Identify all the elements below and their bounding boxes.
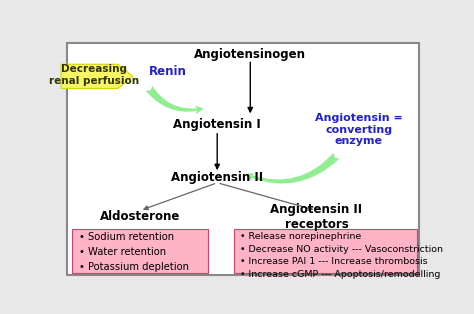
FancyArrow shape [61, 64, 133, 89]
FancyBboxPatch shape [66, 42, 419, 275]
Text: Angiotensin =
converting
enzyme: Angiotensin = converting enzyme [315, 113, 402, 146]
Text: Renin: Renin [149, 65, 187, 78]
Text: Angiotensin II: Angiotensin II [171, 171, 263, 184]
Text: Angiotensin I: Angiotensin I [173, 118, 261, 131]
FancyBboxPatch shape [234, 229, 418, 273]
Text: Angiotensinogen: Angiotensinogen [194, 48, 306, 61]
Text: Angiotensin II
receptors: Angiotensin II receptors [270, 203, 363, 230]
Text: • Sodium retention
• Water retention
• Potassium depletion: • Sodium retention • Water retention • P… [80, 232, 190, 272]
FancyBboxPatch shape [72, 229, 208, 273]
Text: • Release norepinephrine
• Decrease NO activity --- Vasoconstriction
• Increase : • Release norepinephrine • Decrease NO a… [240, 232, 443, 279]
Text: Decreasing
renal perfusion: Decreasing renal perfusion [49, 64, 139, 86]
Text: Aldosterone: Aldosterone [100, 210, 180, 223]
